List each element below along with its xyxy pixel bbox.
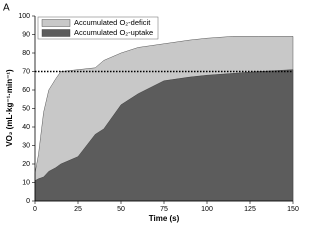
legend-label: Accumulated O₂-uptake <box>74 28 153 37</box>
x-tick-label: 125 <box>244 206 256 213</box>
x-tick-label: 150 <box>287 206 299 213</box>
y-tick-label: 40 <box>22 124 30 131</box>
y-tick-label: 10 <box>22 179 30 186</box>
legend-swatch <box>41 19 71 27</box>
x-axis-label: Time (s) <box>149 214 180 223</box>
legend-label: Accumulated O₂-deficit <box>74 18 151 27</box>
y-tick-label: 90 <box>22 31 30 38</box>
legend-swatch <box>41 29 71 37</box>
y-tick-label: 100 <box>18 13 30 20</box>
y-tick-label: 60 <box>22 87 30 94</box>
x-tick-label: 50 <box>117 206 125 213</box>
y-tick-label: 50 <box>22 105 30 112</box>
y-tick-label: 20 <box>22 161 30 168</box>
y-tick-label: 80 <box>22 50 30 57</box>
y-tick-label: 70 <box>22 68 30 75</box>
x-tick-label: 75 <box>160 206 168 213</box>
x-tick-label: 0 <box>33 206 37 213</box>
x-tick-label: 25 <box>74 206 82 213</box>
y-tick-label: 30 <box>22 142 30 149</box>
x-tick-label: 100 <box>201 206 213 213</box>
y-axis-label: VO₂ (mL·kg⁻¹·min⁻¹) <box>5 69 14 147</box>
chart: A Time (s) VO₂ (mL·kg⁻¹·min⁻¹) 0 10 20 30 40… <box>3 3 299 223</box>
y-tick-label: 0 <box>26 198 30 205</box>
panel-label: A <box>3 3 10 14</box>
